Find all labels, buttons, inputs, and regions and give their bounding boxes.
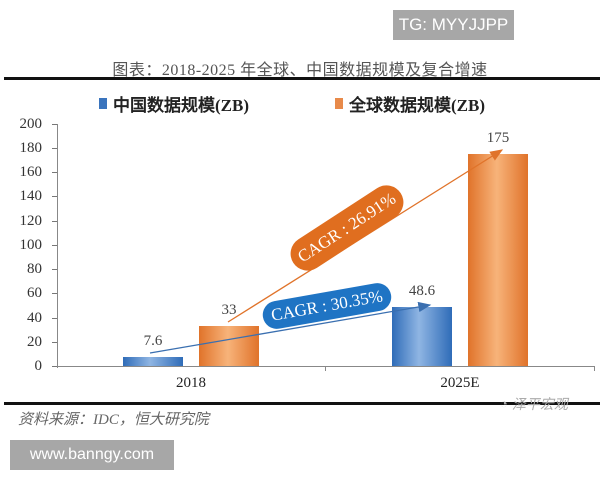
bar-global-2025e [468, 154, 528, 366]
y-tick-20: 20 [27, 334, 42, 350]
bar-china-2018 [123, 357, 183, 366]
y-tick-0: 0 [34, 358, 43, 374]
legend-label-global: 全球数据规模(ZB) [349, 96, 485, 115]
source-note: 资料来源：IDC，恒大研究院 [18, 412, 209, 428]
title-divider [4, 77, 600, 80]
y-tickmark [52, 172, 58, 173]
y-axis [57, 124, 58, 368]
wechat-icon: ◔ [500, 396, 508, 411]
legend-swatch-orange-icon [335, 98, 343, 109]
y-tick-80: 80 [27, 261, 42, 277]
value-label-global-2018: 33 [221, 302, 237, 318]
y-tickmark [52, 148, 58, 149]
bar-china-2025e [392, 307, 452, 366]
legend-swatch-blue-icon [99, 98, 107, 109]
y-tick-60: 60 [27, 285, 42, 301]
y-tickmark [52, 221, 58, 222]
x-label-2018: 2018 [176, 375, 206, 391]
y-tick-180: 180 [19, 140, 43, 156]
footer-divider [4, 402, 600, 405]
x-category-divider [325, 366, 326, 371]
value-label-china-2025e: 48.6 [408, 283, 436, 299]
y-tickmark [52, 124, 58, 125]
y-tick-120: 120 [19, 213, 43, 229]
y-tickmark [52, 342, 58, 343]
url-watermark-badge: www.banngy.com [10, 440, 174, 470]
arrow-china-growth-icon [149, 301, 432, 354]
x-axis [57, 366, 595, 367]
chart-title: 图表：2018-2025 年全球、中国数据规模及复合增速 [112, 62, 488, 79]
x-label-2025e: 2025E [440, 375, 480, 391]
y-tickmark [52, 196, 58, 197]
legend-item-global: 全球数据规模(ZB) [335, 91, 485, 116]
y-tickmark [52, 269, 58, 270]
brand-watermark: ◔ 泽平宏观 [500, 394, 568, 414]
y-tickmark [52, 318, 58, 319]
y-tickmark [52, 366, 58, 367]
telegram-watermark-badge: TG: MYYJJPP [393, 10, 514, 40]
value-label-global-2025e: 175 [486, 130, 510, 146]
y-tickmark [52, 245, 58, 246]
y-tick-200: 200 [19, 116, 43, 132]
value-label-china-2018: 7.6 [143, 333, 163, 349]
brand-watermark-text: 泽平宏观 [511, 398, 568, 413]
legend-label-china: 中国数据规模(ZB) [113, 96, 249, 115]
x-axis-end-tick [594, 366, 595, 371]
y-tick-40: 40 [27, 310, 42, 326]
y-tick-100: 100 [19, 237, 43, 253]
y-tick-160: 160 [19, 164, 43, 180]
bar-global-2018 [199, 326, 259, 366]
y-tickmark [52, 293, 58, 294]
y-tick-140: 140 [19, 188, 43, 204]
legend-item-china: 中国数据规模(ZB) [99, 91, 249, 116]
